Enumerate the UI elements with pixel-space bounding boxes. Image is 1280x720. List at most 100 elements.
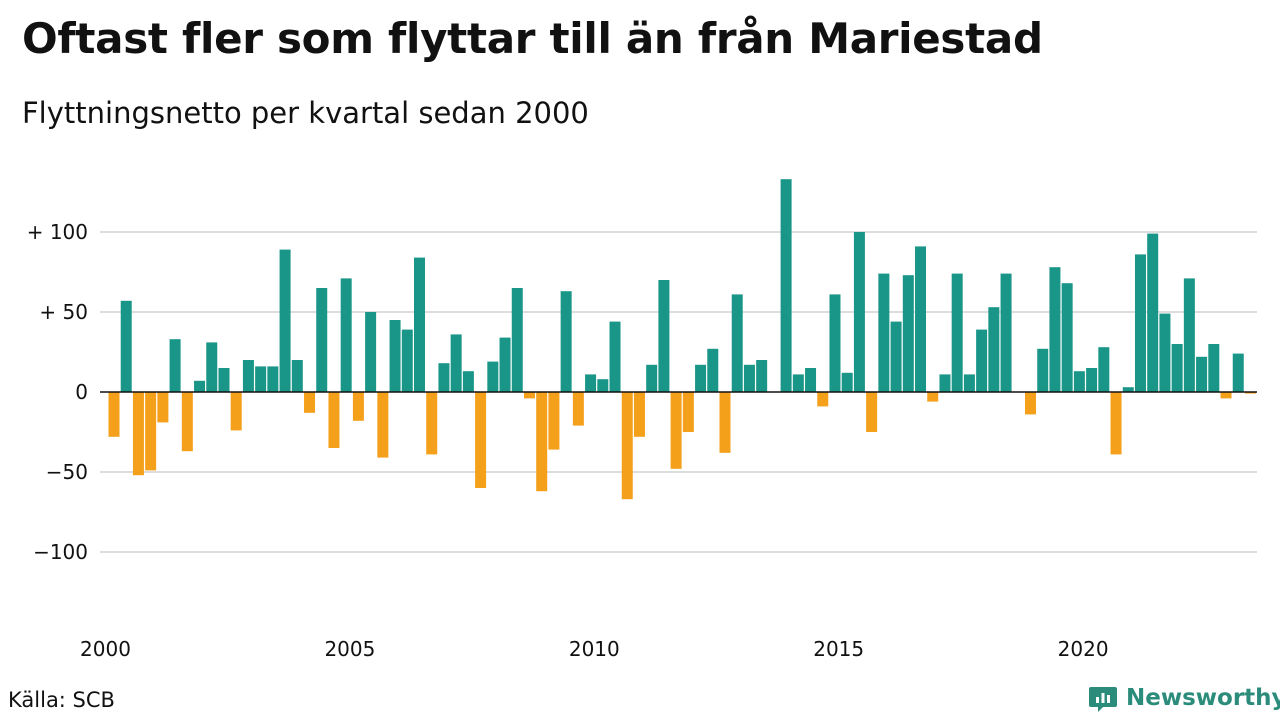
y-tick-label: + 50: [39, 300, 88, 324]
bar: [181, 392, 193, 452]
bar: [145, 392, 157, 471]
bar: [132, 392, 144, 476]
x-tick-label: 2015: [813, 637, 864, 661]
bar: [1000, 273, 1012, 392]
bar: [707, 348, 719, 392]
bar: [719, 392, 731, 453]
bar: [829, 294, 841, 392]
bar: [475, 392, 487, 488]
bar: [206, 342, 218, 392]
bar: [377, 392, 389, 458]
bar: [1073, 371, 1085, 392]
bar: [1025, 392, 1036, 415]
bar: [1122, 387, 1134, 392]
bar: [1098, 347, 1110, 392]
bar: [805, 368, 817, 392]
bar: [682, 392, 694, 432]
bar: [1037, 348, 1049, 392]
bar: [963, 374, 975, 392]
bar: [633, 392, 645, 437]
bar: [169, 339, 181, 392]
newsworthy-logo-icon: [1089, 687, 1117, 712]
bar: [572, 392, 584, 426]
bar: [230, 392, 242, 431]
brand-logo[interactable]: Newsworthy: [1088, 683, 1280, 713]
bar: [853, 232, 865, 392]
brand-name: Newsworthy: [1126, 685, 1280, 711]
bar: [255, 366, 267, 392]
bar: [915, 246, 927, 392]
bar: [304, 392, 316, 413]
x-tick-label: 2000: [80, 637, 131, 661]
bar: [731, 294, 743, 392]
bar: [609, 321, 621, 392]
bar: [242, 360, 254, 392]
bar: [401, 329, 413, 392]
bar: [1183, 278, 1195, 392]
bar: [890, 321, 902, 392]
bar: [1159, 313, 1171, 392]
bar: [291, 360, 303, 392]
x-tick-label: 2010: [569, 637, 620, 661]
bar: [878, 273, 890, 392]
bar: [1171, 344, 1183, 392]
bar: [426, 392, 438, 455]
bar: [218, 368, 230, 392]
bar: [646, 364, 658, 392]
bar: [340, 278, 352, 392]
bar: [365, 312, 377, 392]
bar: [670, 392, 682, 469]
y-tick-label: 0: [75, 380, 88, 404]
bar: [523, 392, 535, 399]
y-tick-labels: + 100 + 50 0 −50 −100: [27, 220, 88, 564]
bar: [1134, 254, 1146, 392]
bar: [389, 320, 401, 392]
bar: [756, 360, 768, 392]
bar: [902, 275, 914, 392]
bar: [414, 257, 425, 392]
bar: [621, 392, 633, 500]
chart-subtitle: Flyttningsnetto per kvartal sedan 2000: [22, 96, 589, 130]
bar: [1208, 344, 1220, 392]
bar-chart: + 100 + 50 0 −50 −100 2000 2005 2010 2015 2020: [27, 179, 1257, 661]
bar: [120, 300, 132, 392]
bar: [560, 291, 572, 392]
bar: [328, 392, 340, 448]
bar: [1110, 392, 1122, 455]
x-tick-label: 2020: [1058, 637, 1109, 661]
y-tick-label: + 100: [27, 220, 88, 244]
bar: [743, 364, 755, 392]
bar: [1147, 233, 1159, 392]
bar: [927, 392, 939, 402]
x-tick-label: 2005: [324, 637, 375, 661]
bar: [780, 179, 792, 392]
bar: [108, 392, 120, 437]
bar: [976, 329, 988, 392]
bar: [866, 392, 878, 432]
bar: [316, 288, 328, 392]
bar: [1061, 283, 1073, 392]
chart-title: Oftast fler som flyttar till än från Mar…: [22, 14, 1043, 63]
bar: [988, 307, 1000, 392]
bar: [157, 392, 169, 423]
bar: [438, 363, 450, 392]
bar: [1232, 353, 1244, 392]
bar: [450, 334, 462, 392]
bar: [462, 371, 474, 392]
bar: [1196, 356, 1208, 392]
bar: [817, 392, 829, 407]
bar: [585, 374, 597, 392]
bar: [1244, 392, 1256, 394]
bar: [792, 374, 804, 392]
bar: [487, 361, 499, 392]
bar: [194, 380, 206, 392]
bar: [841, 372, 853, 392]
bar: [267, 366, 279, 392]
bar: [1220, 392, 1232, 399]
bar: [939, 374, 951, 392]
y-tick-label: −100: [33, 540, 88, 564]
bar: [695, 364, 707, 392]
bar: [536, 392, 548, 492]
bar: [597, 379, 609, 392]
bar: [352, 392, 364, 421]
